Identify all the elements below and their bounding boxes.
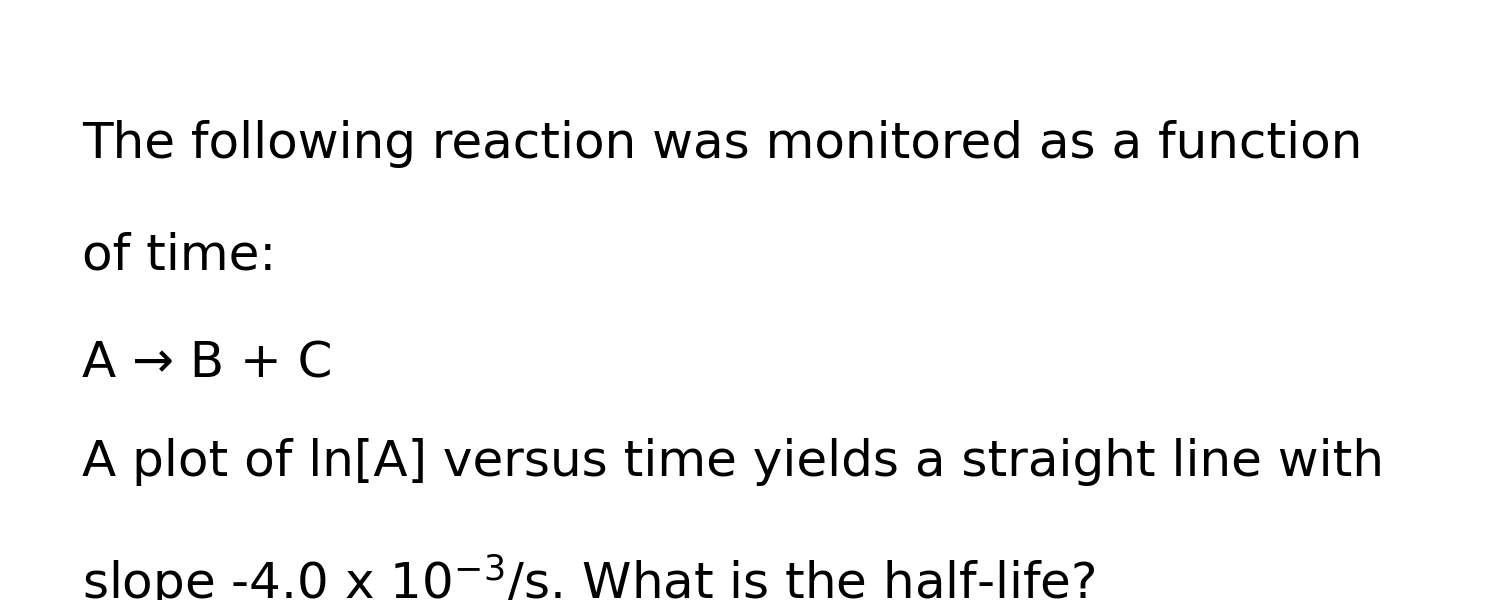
Text: A plot of ln[A] versus time yields a straight line with: A plot of ln[A] versus time yields a str… (82, 438, 1384, 486)
Text: slope -4.0 x 10$^{-3}$/s. What is the half-life?: slope -4.0 x 10$^{-3}$/s. What is the ha… (82, 552, 1096, 600)
Text: A → B + C: A → B + C (82, 339, 333, 387)
Text: of time:: of time: (82, 231, 276, 279)
Text: The following reaction was monitored as a function: The following reaction was monitored as … (82, 120, 1364, 168)
